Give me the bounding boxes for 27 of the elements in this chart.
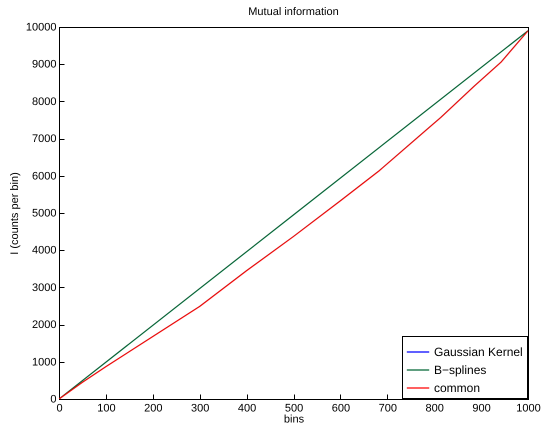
x-axis-title: bins (284, 414, 305, 426)
legend-label: Gaussian Kernel (434, 345, 523, 359)
y-tick-label: 3000 (32, 282, 56, 294)
legend-label: common (434, 381, 480, 395)
y-tick-label: 8000 (32, 96, 56, 108)
y-tick-label: 7000 (32, 133, 56, 146)
y-tick-label: 4000 (32, 244, 56, 257)
y-tick-label: 10000 (26, 22, 56, 34)
legend-label: B−splines (434, 363, 486, 377)
x-tick-label: 300 (191, 402, 210, 414)
y-tick-label: 5000 (32, 208, 56, 220)
y-tick-label: 9000 (32, 58, 56, 71)
y-tick-label: 1000 (32, 356, 56, 368)
y-tick-label: 2000 (32, 319, 56, 332)
x-tick-label: 1000 (516, 402, 541, 414)
y-axis-title: I (counts per bin) (8, 172, 21, 255)
x-tick-label: 800 (426, 402, 444, 414)
x-tick-label: 500 (284, 402, 304, 414)
x-tick-label: 900 (472, 402, 491, 414)
y-tick-label: 6000 (32, 170, 56, 182)
chart-title: Mutual information (248, 6, 339, 18)
x-tick-label: 200 (144, 402, 162, 414)
x-tick-label: 400 (238, 402, 256, 414)
x-tick-label: 700 (378, 402, 397, 414)
x-tick-label: 600 (332, 402, 350, 414)
x-tick-label: 100 (97, 402, 116, 414)
y-tick-label: 0 (50, 394, 56, 406)
